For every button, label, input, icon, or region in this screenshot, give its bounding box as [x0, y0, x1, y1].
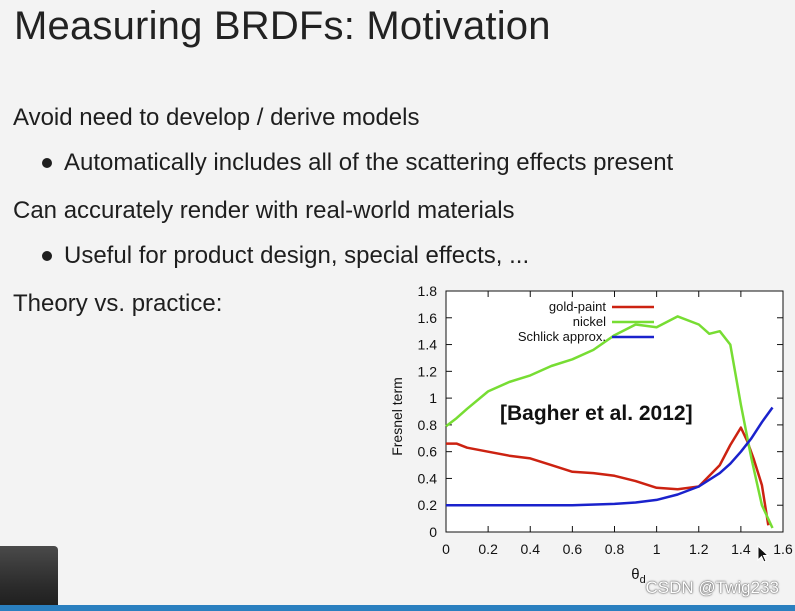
bullet-line-1: Automatically includes all of the scatte…: [64, 149, 674, 176]
x-tick-label: 1: [653, 541, 661, 557]
series-line-gold-paint: [446, 426, 770, 526]
x-axis-label: θd: [631, 566, 645, 585]
slide-title: Measuring BRDFs: Motivation: [14, 4, 551, 48]
legend-label: gold-paint: [549, 299, 606, 314]
y-tick-label: 0.6: [418, 444, 438, 460]
text-line-1: Avoid need to develop / derive models: [13, 104, 420, 131]
bullet-icon: [42, 251, 52, 261]
watermark: CSDN @Twig233: [645, 578, 779, 597]
text-line-2: Can accurately render with real-world ma…: [13, 197, 515, 224]
series-line-schlick-approx: [446, 406, 774, 507]
y-tick-label: 0.4: [418, 470, 438, 486]
y-tick-label: 1.4: [418, 337, 438, 353]
legend-label: nickel: [573, 314, 606, 329]
legend-label: Schlick approx.: [518, 329, 606, 344]
bottom-bar: [0, 605, 795, 611]
y-tick-label: 0.8: [418, 417, 438, 433]
x-axis-label-subscript: d: [640, 574, 646, 585]
x-tick-label: 1.4: [731, 541, 751, 557]
bullet-icon: [42, 158, 52, 168]
x-tick-label: 0.2: [478, 541, 498, 557]
y-axis-label: Fresnel term: [389, 377, 405, 456]
x-tick-label: 0.4: [521, 541, 541, 557]
x-tick-label: 1.6: [773, 541, 793, 557]
series-line-nickel: [445, 315, 774, 529]
fresnel-chart: 0 0.2 0.4 0.6 0.8 1 1.2 1.4 1.6 0 0.2 0.4 0.6 0.8 1 1.2…: [380, 280, 795, 585]
y-tick-label: 0: [429, 524, 437, 540]
y-tick-label: 1.2: [418, 363, 438, 379]
x-tick-label: 0.8: [605, 541, 625, 557]
chart-svg: 0 0.2 0.4 0.6 0.8 1 1.2 1.4 1.6 0 0.2 0.4 0.6 0.8 1 1.2…: [389, 283, 793, 585]
x-tick-label: 0: [442, 541, 450, 557]
y-tick-label: 1.6: [418, 310, 438, 326]
bullet-line-2: Useful for product design, special effec…: [64, 242, 530, 269]
y-tick-label: 1: [429, 390, 437, 406]
y-tick-label: 1.8: [418, 283, 438, 299]
x-tick-label: 1.2: [689, 541, 709, 557]
chart-annotation: [Bagher et al. 2012]: [500, 402, 693, 425]
mouse-cursor-icon: [757, 545, 770, 563]
plot-frame: [445, 290, 784, 533]
webcam-overlay: [0, 546, 58, 611]
text-line-3: Theory vs. practice:: [13, 290, 223, 317]
y-tick-label: 0.2: [418, 497, 438, 513]
x-tick-label: 0.6: [563, 541, 583, 557]
